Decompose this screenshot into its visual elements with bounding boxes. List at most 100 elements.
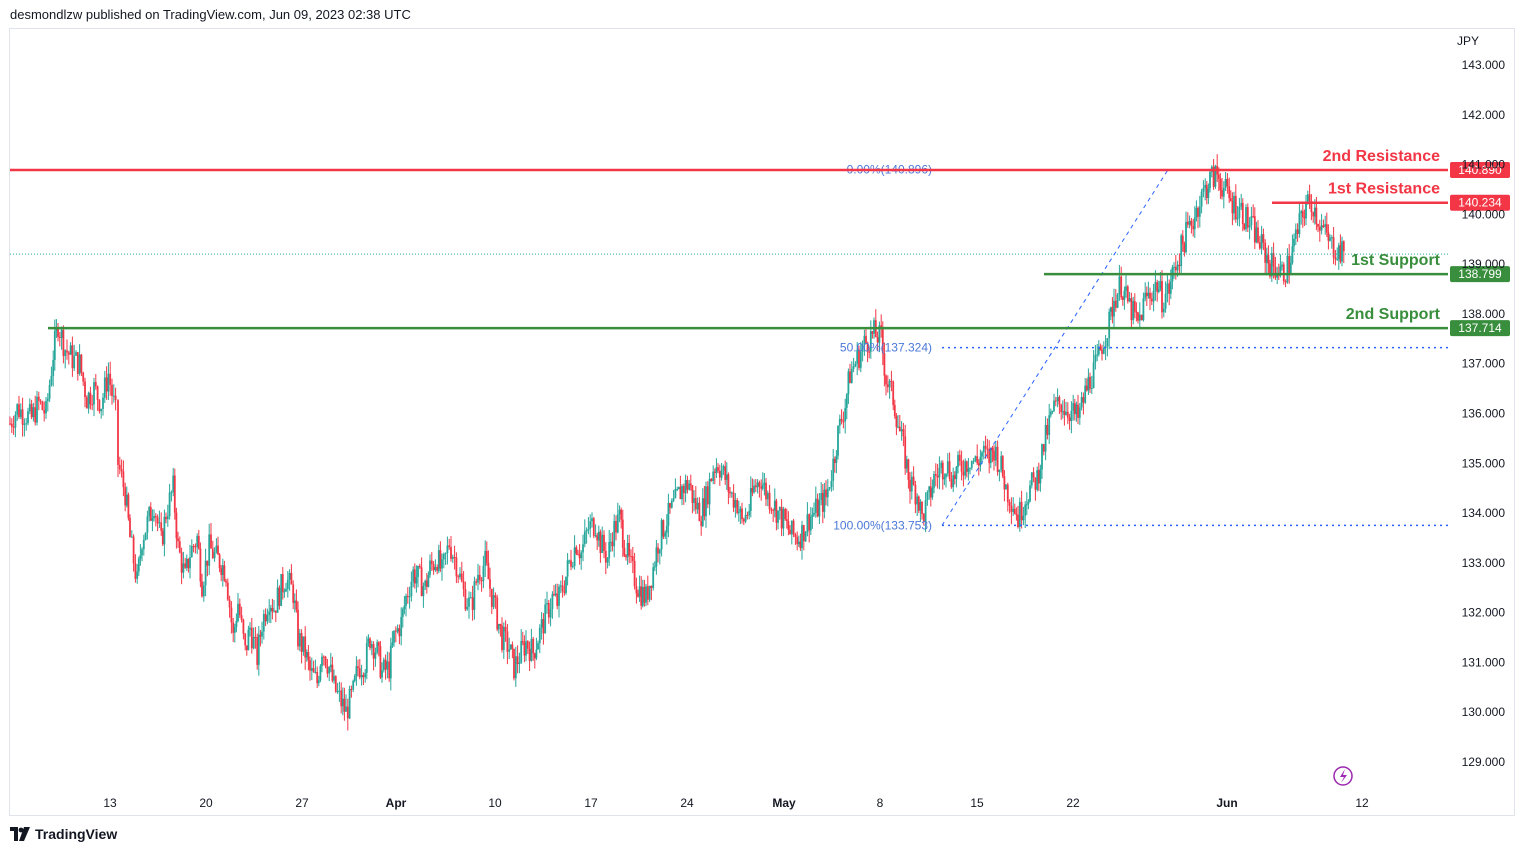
candle-body — [816, 498, 819, 517]
candle-body — [945, 473, 947, 478]
candle-body — [1144, 292, 1147, 299]
candle-body — [1149, 292, 1151, 299]
candle-body — [633, 560, 636, 587]
candle-body — [1125, 286, 1127, 291]
candle-body — [766, 492, 769, 500]
candle-body — [977, 463, 980, 466]
candle-body — [797, 541, 800, 545]
candle-body — [1322, 225, 1325, 228]
candle-body — [883, 353, 886, 376]
candle-body — [772, 509, 775, 511]
candle-body — [450, 547, 452, 559]
candle-body — [885, 375, 887, 385]
candle-body — [652, 567, 655, 588]
candle-body — [814, 498, 817, 513]
candle-body — [266, 615, 269, 622]
candle-body — [907, 459, 910, 480]
candle-body — [1020, 501, 1023, 521]
candle-body — [398, 628, 401, 637]
candle-body — [197, 536, 200, 549]
candle-body — [615, 521, 617, 533]
candle-body — [1166, 283, 1169, 294]
candle-body — [362, 674, 365, 678]
candle-body — [979, 456, 982, 466]
candle-body — [1192, 226, 1195, 230]
candle-body — [847, 371, 850, 395]
candle-body — [168, 492, 171, 517]
candle-body — [554, 593, 557, 595]
candle-body — [509, 644, 512, 650]
candle-body — [1229, 198, 1232, 202]
candle-body — [888, 380, 891, 388]
time-tick: 24 — [680, 796, 694, 810]
candle-body — [751, 487, 754, 493]
candle-body — [559, 585, 562, 587]
candle-body — [345, 706, 347, 712]
candle-body — [570, 560, 572, 567]
candle-body — [789, 529, 791, 535]
candle-body — [623, 547, 626, 556]
candle-body — [367, 638, 370, 644]
candle-body — [462, 581, 465, 590]
candle-body — [958, 454, 961, 461]
candle-body — [520, 640, 523, 663]
candle-body — [210, 534, 212, 549]
time-tick: Apr — [386, 796, 407, 810]
candle-body — [1121, 297, 1124, 300]
candle-body — [1188, 220, 1191, 225]
candle-body — [1075, 404, 1078, 415]
candle-body — [208, 534, 211, 566]
candle-body — [220, 568, 223, 575]
level-price-text: 140.234 — [1458, 196, 1502, 210]
candle-body — [679, 487, 682, 500]
candle-body — [105, 377, 108, 392]
candle-body — [1096, 354, 1099, 356]
candle-body — [1008, 502, 1011, 506]
candle-body — [688, 483, 691, 490]
candle-body — [485, 550, 488, 563]
candle-body — [1200, 191, 1203, 207]
candle-body — [866, 342, 869, 352]
candle-body — [606, 558, 609, 563]
candle-body — [1106, 338, 1109, 347]
candle-body — [1198, 206, 1201, 217]
time-tick: 15 — [970, 796, 984, 810]
candle-body — [487, 562, 490, 580]
candle-body — [742, 519, 745, 522]
candle-body — [1181, 235, 1184, 244]
candle-body — [430, 560, 433, 565]
candle-body — [603, 534, 605, 551]
candle-body — [497, 623, 500, 630]
candle-body — [417, 565, 419, 577]
candle-body — [271, 607, 274, 612]
candle-body — [1310, 200, 1313, 213]
candle-body — [713, 471, 716, 473]
candle-body — [434, 567, 437, 571]
price-tick: 132.000 — [1462, 606, 1506, 620]
candle-body — [154, 516, 157, 518]
candle-body — [297, 609, 299, 647]
candle-body — [737, 511, 740, 513]
candle-body — [1270, 253, 1273, 277]
candle-body — [469, 597, 472, 599]
candle-body — [71, 345, 74, 369]
candle-body — [1003, 476, 1006, 490]
candle-body — [202, 585, 205, 597]
candle-body — [1183, 243, 1186, 253]
candle-body — [640, 586, 643, 606]
candle-body — [376, 642, 379, 653]
candle-body — [837, 425, 839, 456]
candle-body — [448, 545, 451, 548]
candle-body — [295, 600, 298, 610]
price-tick: 143.000 — [1462, 58, 1506, 72]
level-label: 1st Support — [1351, 252, 1441, 269]
lightning-icon[interactable] — [1333, 766, 1353, 786]
candle-body — [382, 659, 385, 671]
candle-body — [1341, 241, 1343, 262]
candle-body — [460, 573, 463, 582]
candle-body — [221, 565, 224, 575]
candle-body — [705, 486, 707, 517]
candle-body — [89, 392, 92, 405]
candle-body — [312, 668, 315, 673]
